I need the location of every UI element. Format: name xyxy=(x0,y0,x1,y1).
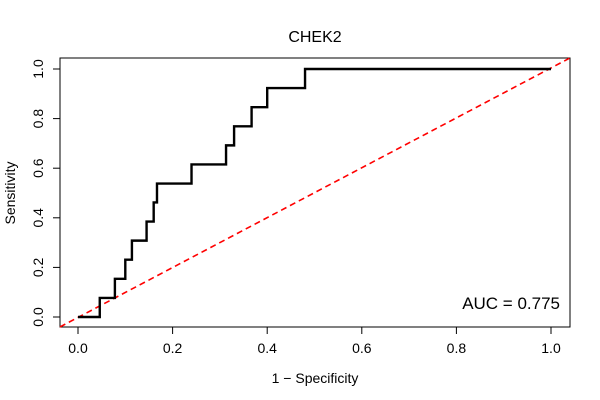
series-layer xyxy=(59,57,571,328)
x-tick-label: 0.0 xyxy=(68,340,88,356)
roc-curve-line xyxy=(78,67,551,319)
y-tick-label: 1.0 xyxy=(30,59,46,79)
x-tick-label: 0.2 xyxy=(163,340,183,356)
y-axis: 0.0 0.2 0.4 0.6 0.8 1.0 xyxy=(30,59,61,327)
y-axis-label: Sensitivity xyxy=(2,161,18,224)
auc-annotation: AUC = 0.775 xyxy=(462,294,560,313)
chart-title: CHEK2 xyxy=(288,29,341,46)
x-tick-label: 0.4 xyxy=(257,340,277,356)
y-tick-label: 0.8 xyxy=(30,109,46,129)
reference-diagonal-line xyxy=(59,57,571,328)
x-tick-label: 0.6 xyxy=(352,340,372,356)
x-tick-label: 1.0 xyxy=(541,340,561,356)
y-tick-label: 0.4 xyxy=(30,208,46,228)
x-axis-label: 1 − Specificity xyxy=(272,370,359,386)
x-tick-label: 0.8 xyxy=(447,340,467,356)
y-tick-label: 0.6 xyxy=(30,158,46,178)
y-tick-label: 0.0 xyxy=(30,307,46,327)
x-axis: 0.0 0.2 0.4 0.6 0.8 1.0 xyxy=(68,326,561,356)
y-tick-label: 0.2 xyxy=(30,257,46,277)
